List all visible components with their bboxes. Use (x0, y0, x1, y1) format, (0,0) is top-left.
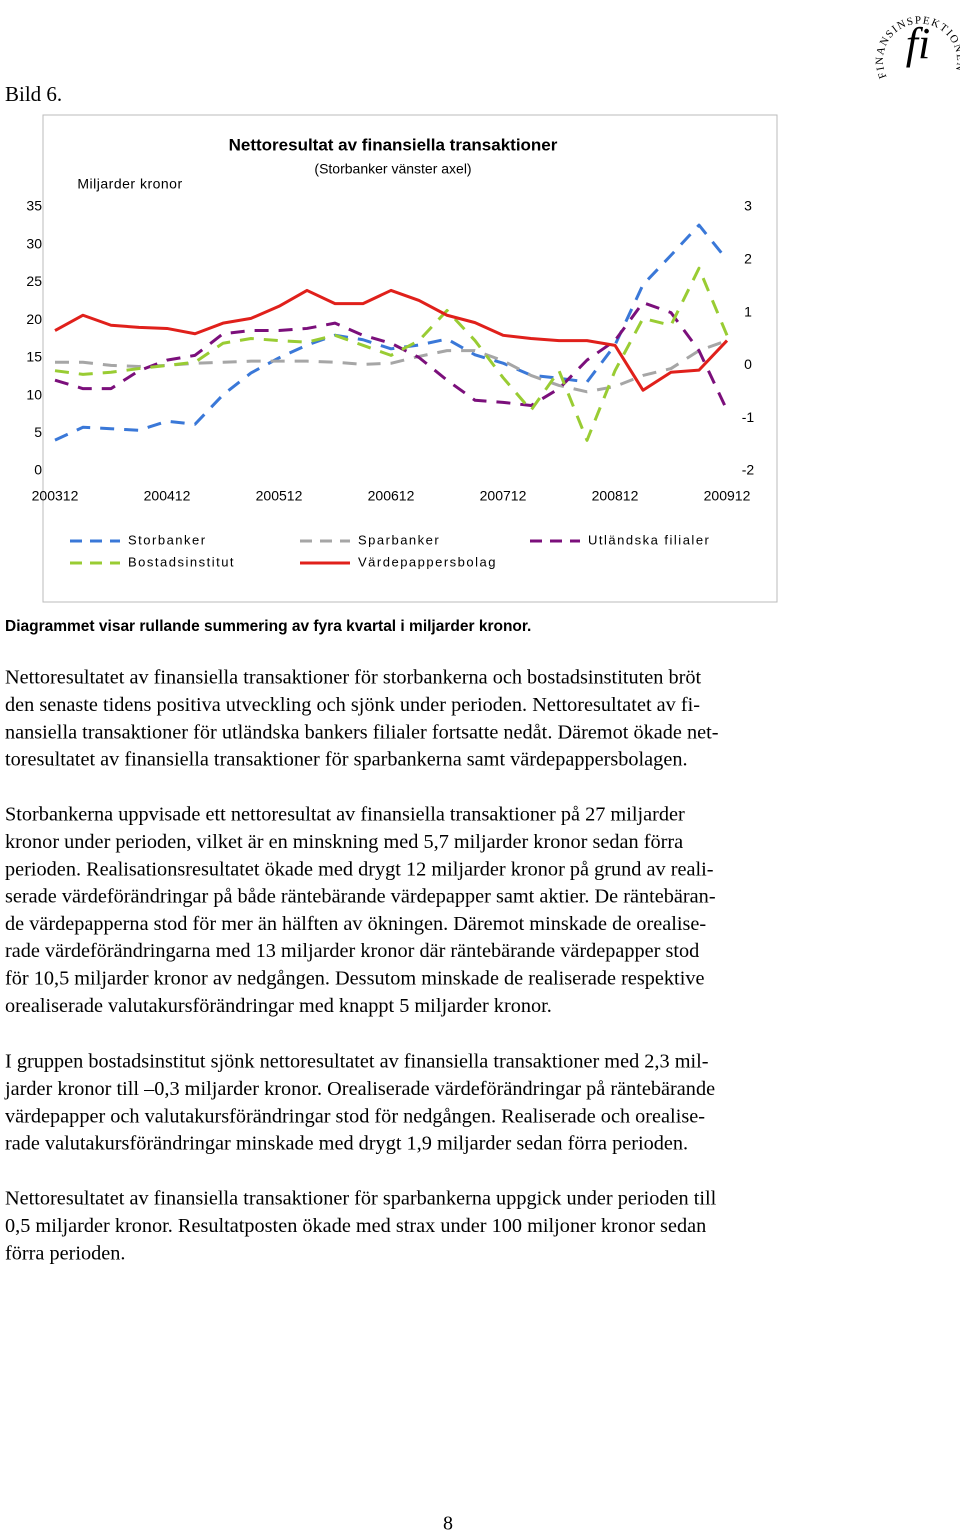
y-tick-label: 5 (34, 424, 42, 440)
y2-tick-label: 2 (744, 251, 752, 267)
body-text-line: Nettoresultatet av finansiella transakti… (5, 1188, 717, 1210)
body-text-line: toresultatet av finansiella transaktione… (5, 749, 688, 771)
series-line (54, 266, 729, 442)
legend-label: Storbanker (128, 532, 207, 547)
x-tick-label: 200912 (704, 488, 751, 504)
legend-label: Bostadsinstitut (128, 554, 235, 569)
y-tick-label: 35 (26, 198, 42, 214)
figure-label: Bild 6. (5, 82, 62, 106)
x-tick-label: 200612 (368, 488, 415, 504)
body-text-line: rade valutakursförändringar minskade med… (5, 1133, 688, 1155)
y-tick-label: 20 (26, 311, 42, 327)
legend-label: Värdepappersbolag (358, 554, 497, 569)
body-text-line: den senaste tidens positiva utveckling o… (5, 694, 700, 716)
series-line (54, 223, 729, 442)
body-text-line: kronor under perioden, vilket är en mins… (5, 831, 683, 853)
body-text-line: nansiella transaktioner för utländska ba… (5, 721, 719, 743)
y-tick-label: 10 (26, 386, 42, 402)
y2-tick-label: 1 (744, 303, 752, 319)
body-text-line: förra perioden. (5, 1242, 126, 1264)
body-text-line: orealiserade valutakursförändringar med … (5, 995, 552, 1017)
body-text-line: I gruppen bostadsinstitut sjönk nettores… (5, 1051, 709, 1073)
logo-mark: fi (906, 19, 930, 68)
series-line (54, 301, 729, 411)
body-text-line: rade värdeförändringarna med 13 miljarde… (5, 940, 699, 962)
y-tick-label: 25 (26, 273, 42, 289)
x-tick-label: 200312 (32, 488, 79, 504)
body-text-line: serade värdeförändringar på både räntebä… (5, 886, 716, 908)
chart-caption: Diagrammet visar rullande summering av f… (5, 618, 531, 635)
chart-frame (42, 114, 778, 603)
legend-label: Sparbanker (358, 532, 440, 547)
y2-tick-label: -2 (742, 462, 755, 478)
logo: FINANSINSPEKTIONEN fi (873, 14, 960, 80)
y-tick-label: 30 (26, 235, 42, 251)
x-tick-label: 200712 (480, 488, 527, 504)
legend-label: Utländska filialer (588, 532, 710, 547)
body-text-line: de värdepapperna stod för mer än hälften… (5, 913, 706, 935)
chart-subtitle: (Storbanker vänster axel) (314, 161, 471, 177)
body-text-line: perioden. Realisationsresultatet ökade m… (5, 858, 714, 880)
y-axis-label: Miljarder kronor (77, 176, 182, 192)
y2-tick-label: -1 (742, 409, 755, 425)
body-text-line: Nettoresultatet av finansiella transakti… (5, 667, 701, 689)
body-text-line: värdepapper och valutakursförändringar s… (5, 1105, 705, 1127)
page-number: 8 (443, 1513, 453, 1535)
series-line (54, 288, 729, 392)
chart-title: Nettoresultat av finansiella transaktion… (229, 135, 558, 154)
y2-tick-label: 3 (744, 198, 752, 214)
y-tick-label: 15 (26, 349, 42, 365)
body-text-line: jarder kronor till –0,3 miljarder kronor… (4, 1078, 715, 1100)
series-line (55, 339, 728, 394)
x-tick-label: 200812 (592, 488, 639, 504)
y-tick-label: 0 (34, 462, 42, 478)
y2-tick-label: 0 (744, 356, 752, 372)
body-text-line: för 10,5 miljarder kronor av nedgången. … (5, 967, 704, 989)
x-tick-label: 200412 (144, 488, 191, 504)
body-text-line: 0,5 miljarder kronor. Resultatposten öka… (5, 1215, 706, 1237)
x-tick-label: 200512 (256, 488, 303, 504)
body-text-line: Storbankerna uppvisade ett nettoresultat… (5, 804, 685, 826)
